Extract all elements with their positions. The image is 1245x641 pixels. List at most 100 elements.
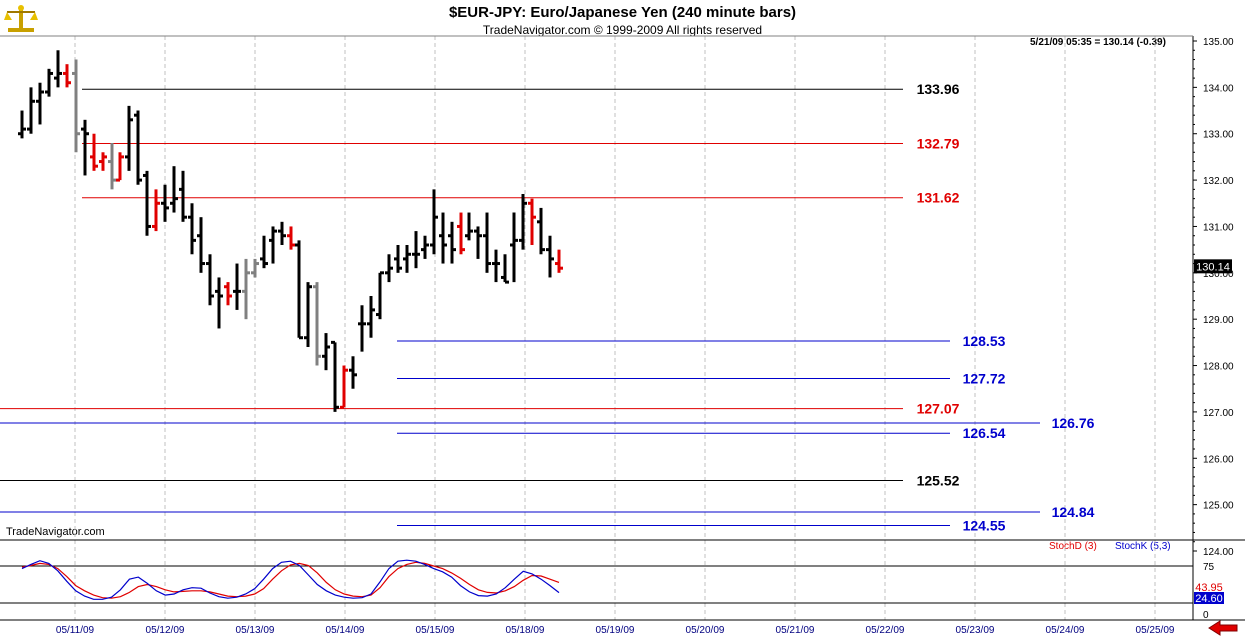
ohlc-bar [99,152,107,171]
level-label: 126.54 [963,425,1006,441]
ohlc-bar [116,152,124,182]
date-tick-label: 05/25/09 [1136,625,1175,636]
watermark: TradeNavigator.com [6,526,105,538]
stoch-value-box [1194,592,1224,604]
ohlc-bar [18,110,26,139]
level-label: 132.79 [917,135,960,151]
date-tick-label: 05/12/09 [146,625,185,636]
ohlc-bar [528,198,536,245]
price-tick-label: 131.00 [1203,222,1234,233]
ohlc-bar [519,194,527,250]
ohlc-bar [394,245,402,273]
date-tick-label: 05/15/09 [416,625,455,636]
ohlc-bar [188,203,196,255]
ohlc-bar [260,235,268,269]
level-label: 128.53 [963,333,1006,349]
level-label: 127.72 [963,371,1006,387]
left-arrow-icon[interactable] [1208,620,1238,636]
ohlc-bar [251,258,259,278]
ohlc-bar [278,221,286,245]
date-tick-label: 05/22/09 [866,625,905,636]
price-tick-label: 127.00 [1203,408,1234,419]
ohlc-bar [179,170,187,222]
ohlc-bar [108,143,116,190]
ohlc-bar [170,166,178,213]
ohlc-bar [143,170,151,236]
date-tick-label: 05/21/09 [776,625,815,636]
ohlc-bar [72,59,80,153]
ohlc-bar [322,333,330,371]
ohlc-bar [546,235,554,278]
stoch-tick-label: 75 [1203,562,1215,573]
ohlc-bar [233,263,241,310]
ohlc-bar [349,356,357,389]
stoch-value-label: 24.60 [1195,593,1223,605]
price-tick-label: 124.00 [1203,547,1234,558]
ohlc-bar [287,226,295,250]
stoch-value-label: 43.95 [1195,582,1223,594]
date-tick-label: 05/11/09 [56,625,95,636]
ohlc-bar [457,212,465,255]
level-label: 133.96 [917,81,960,97]
ohlc-bar [215,277,223,329]
ohlc-bar [134,110,142,185]
ohlc-bar [54,50,62,88]
last-price-label: 130.14 [1196,261,1230,273]
ohlc-bar [63,64,71,88]
ohlc-bar [358,305,366,352]
level-label: 125.52 [917,473,960,489]
ohlc-bar [474,226,482,259]
ohlc-bar [206,254,214,306]
ohlc-bar [483,212,491,273]
ohlc-bar [304,282,312,347]
ohlc-bar [295,240,303,340]
date-tick-label: 05/18/09 [506,625,545,636]
legend-stochk: StochK (5,3) [1115,541,1171,552]
level-label: 124.55 [963,518,1006,534]
ohlc-bar [510,212,518,283]
last-price-info: 5/21/09 05:35 = 130.14 (-0.39) [1030,37,1166,48]
ohlc-bar [197,217,205,273]
ohlc-bar [331,340,339,412]
date-tick-label: 05/14/09 [326,625,365,636]
ohlc-bar [367,296,375,338]
ohlc-bar [161,184,169,222]
ohlc-bar [125,105,133,171]
ohlc-bar [537,207,545,255]
price-tick-label: 130.00 [1203,269,1234,280]
ohlc-bar [465,212,473,241]
stochd-line [21,561,560,599]
ohlc-bar [242,258,250,320]
date-tick-label: 05/13/09 [236,625,275,636]
ohlc-bar [430,189,438,255]
ohlc-bar [403,245,411,273]
ohlc-bar [313,282,321,366]
ohlc-bar [555,249,563,273]
price-tick-label: 134.00 [1203,83,1234,94]
price-tick-label: 129.00 [1203,315,1234,326]
price-tick-label: 128.00 [1203,362,1234,373]
level-label: 124.84 [1052,504,1095,520]
ohlc-bar [81,119,89,176]
stoch-tick-label: 0 [1203,610,1209,621]
ohlc-bar [439,212,447,264]
scales-logo-icon[interactable] [4,4,38,34]
date-tick-label: 05/23/09 [956,625,995,636]
ohlc-bar [412,231,420,269]
price-tick-label: 132.00 [1203,176,1234,187]
legend-stochd: StochD (3) [1049,541,1097,552]
ohlc-bar [36,82,44,125]
ohlc-bar [501,254,509,284]
stochk-line [21,559,560,600]
last-price-box [1194,259,1232,274]
price-tick-label: 135.00 [1203,37,1234,48]
ohlc-bar [90,133,98,171]
ohlc-bar [224,282,232,306]
ohlc-bar [45,68,53,97]
date-tick-label: 05/24/09 [1046,625,1085,636]
ohlc-bar [269,226,277,264]
ohlc-bar [492,249,500,283]
price-tick-label: 133.00 [1203,130,1234,141]
